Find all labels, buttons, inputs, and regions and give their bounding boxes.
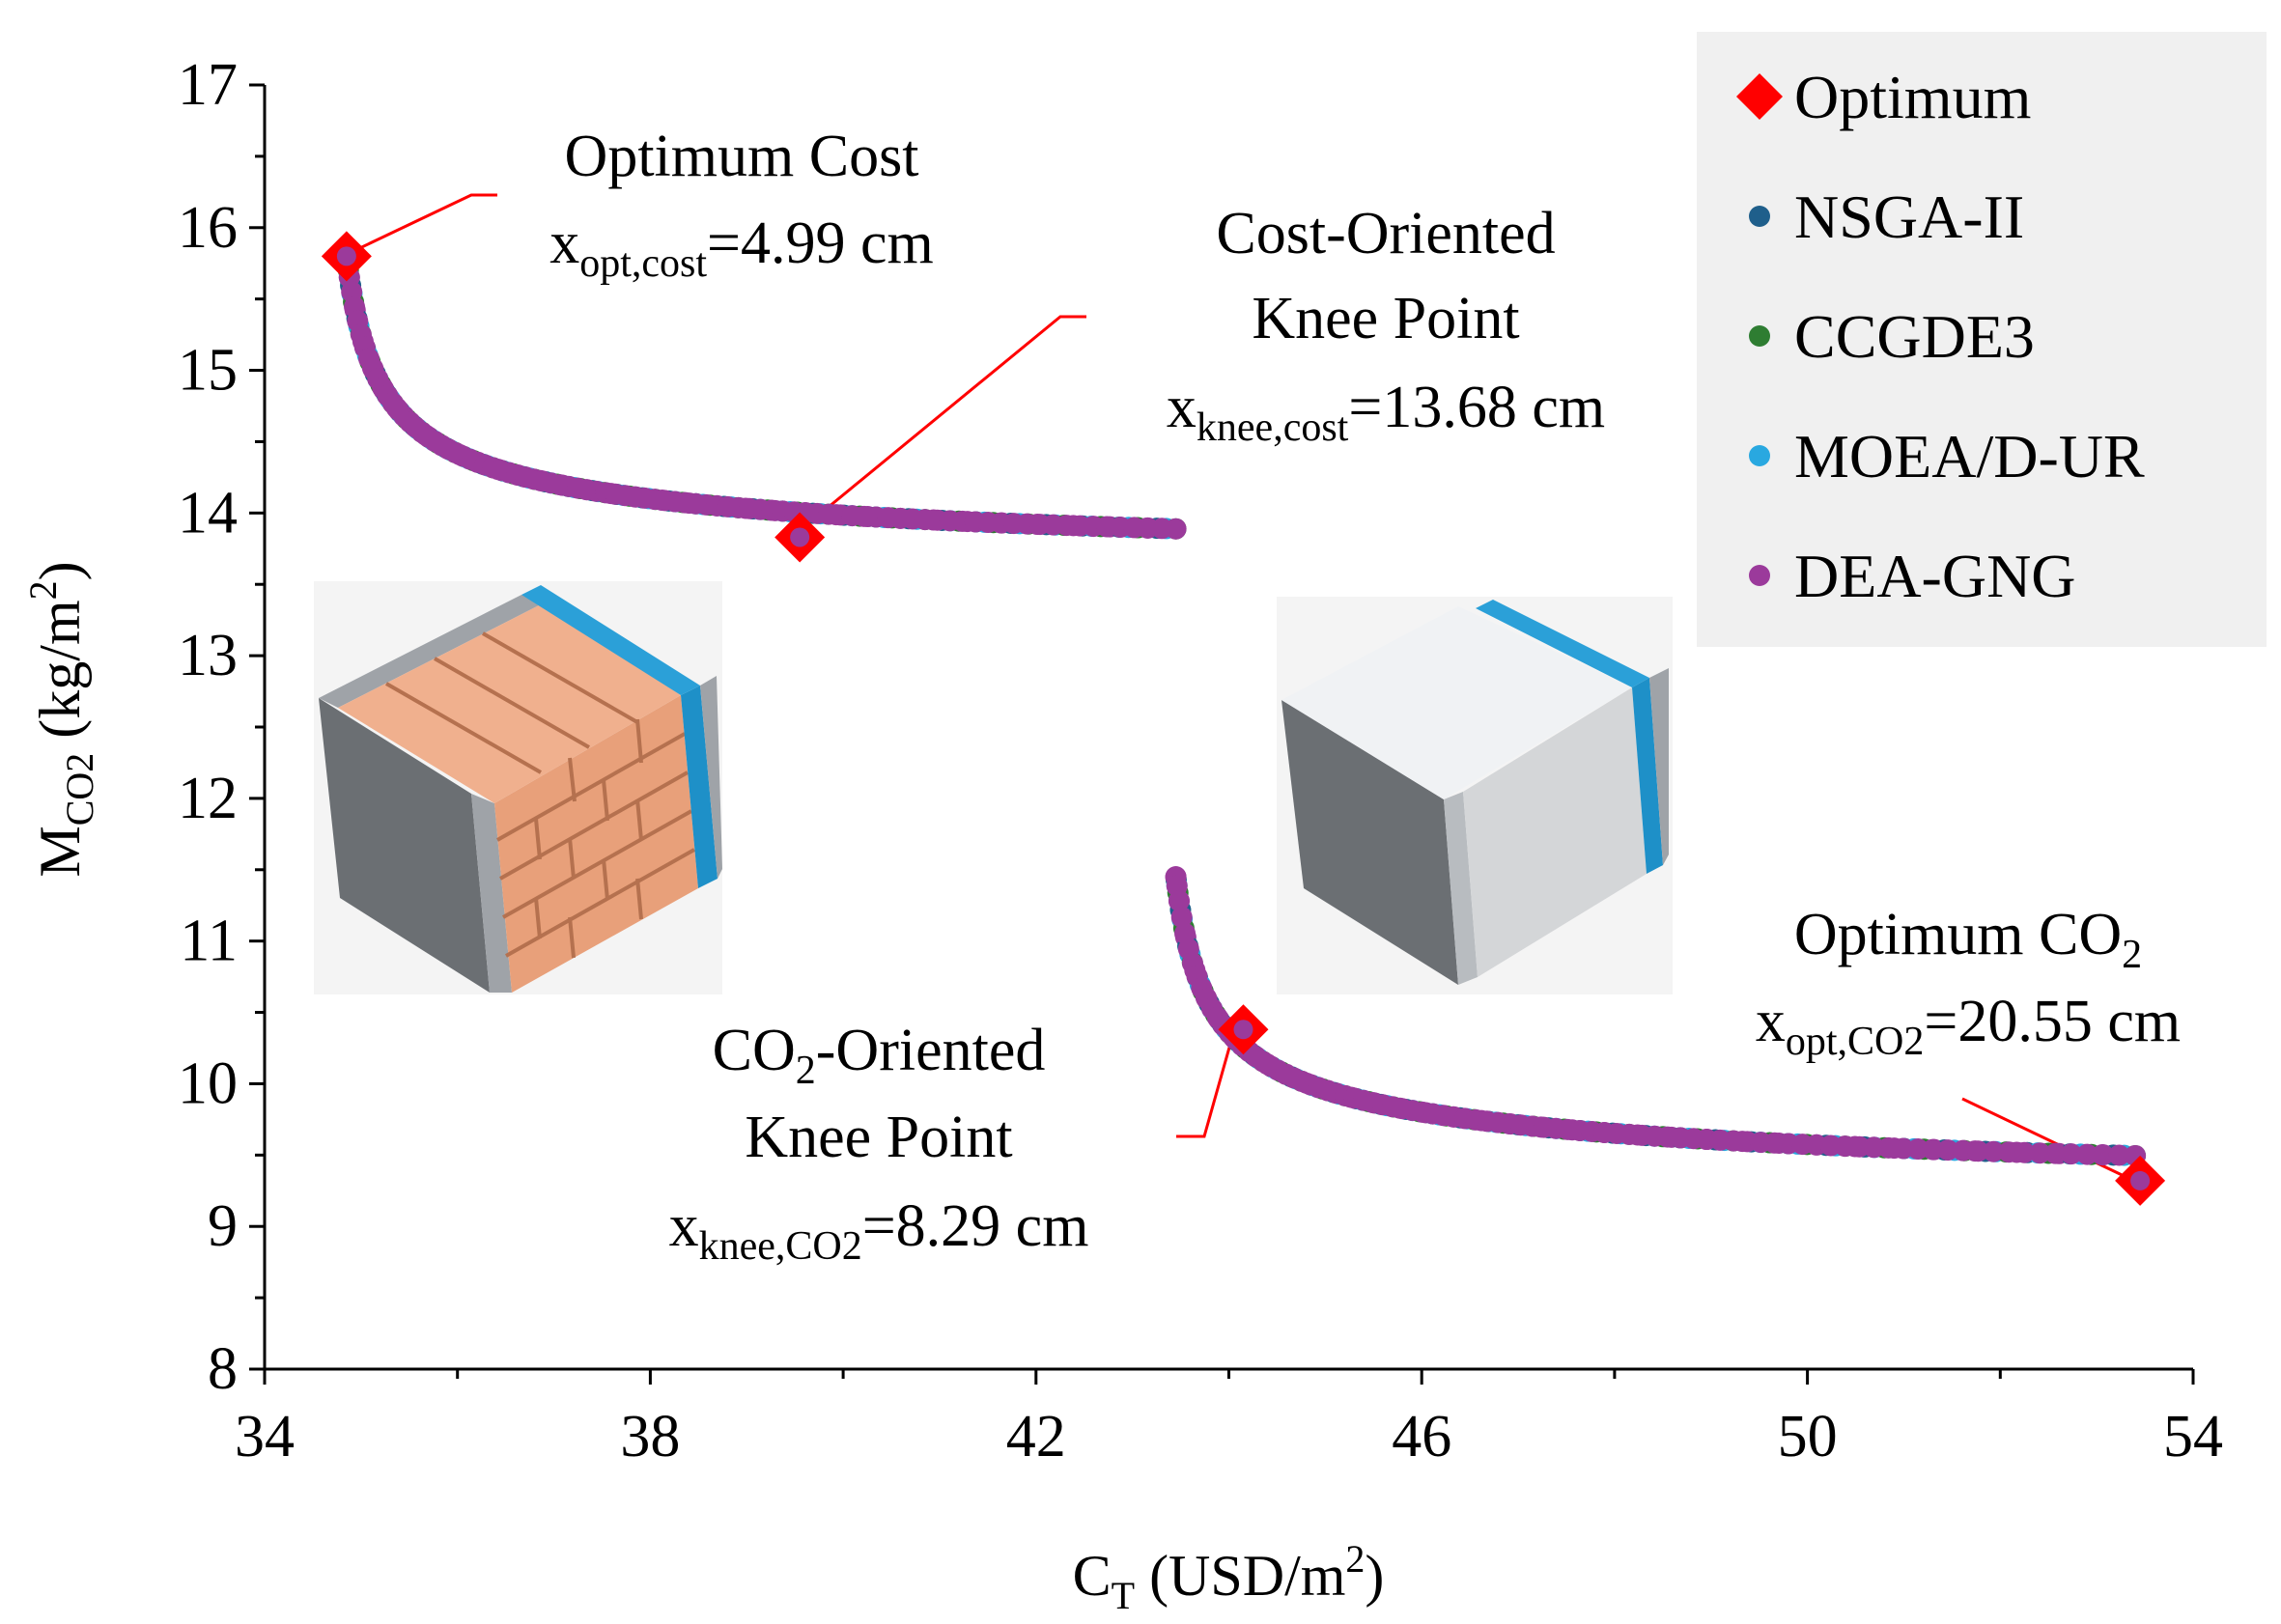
y-tick-label: 14	[178, 480, 238, 546]
leader-line-knee-cost	[801, 315, 1086, 531]
annotation-knee-co2-title: CO2-Oriented	[713, 1018, 1046, 1093]
annotation-opt-cost-value: xopt,cost=4.99 cm	[549, 210, 934, 286]
x-tick-label: 54	[2163, 1404, 2223, 1470]
legend-label: CCGDE3	[1794, 302, 2035, 371]
brick-layer-face	[494, 695, 698, 993]
annotation-opt-co2-value: xopt,CO2=20.55 cm	[1756, 989, 2181, 1064]
brick-wall-insulation	[681, 686, 718, 888]
leader-lines	[349, 193, 2137, 1184]
dea-gng-point	[1170, 906, 1193, 928]
annotation-knee-co2-subtitle: Knee Point	[745, 1105, 1012, 1170]
legend: Optimum NSGA-II CCGDE3 MOEA/D-UR DEA-GNG	[1697, 32, 2267, 647]
annotation-knee-cost-value: xknee,cost=13.68 cm	[1167, 375, 1605, 450]
y-tick-label: 17	[178, 52, 238, 118]
optimum-center-point	[336, 246, 356, 266]
legend-label: MOEA/D-UR	[1794, 422, 2145, 490]
x-tick-label: 38	[620, 1404, 680, 1470]
panel-wall-insulation-top	[1476, 600, 1649, 687]
annotation-opt-co2-title: Optimum CO2	[1794, 902, 2142, 977]
dea-gng-point	[1922, 1138, 1944, 1161]
ticks	[249, 83, 2195, 1385]
brick-wall-insulation-top	[521, 585, 700, 695]
brick-wall-outer-edge	[700, 676, 722, 879]
optimum-center-point	[2130, 1170, 2151, 1190]
optimum-center-point	[1233, 1020, 1253, 1040]
y-tick-label: 16	[178, 195, 238, 261]
legend-marker-optimum	[1736, 73, 1783, 120]
panel-wall-outer-edge	[1649, 668, 1669, 865]
panel-wall-insulation	[1632, 678, 1663, 874]
panel-wall-illustration	[1277, 597, 1673, 994]
y-tick-label: 15	[178, 338, 238, 404]
dea-gng-point	[2044, 1142, 2067, 1164]
dea-gng-point	[2092, 1144, 2114, 1166]
dea-gng-point	[2060, 1143, 2082, 1165]
x-tick-label: 34	[235, 1404, 295, 1470]
optimum-center-point	[790, 527, 810, 547]
leader-line-opt-co2	[1961, 1097, 2137, 1184]
y-tick-label: 9	[208, 1193, 238, 1259]
legend-marker	[1749, 325, 1770, 347]
panel-wall-inner-edge	[1444, 792, 1478, 985]
x-axis-title: CT (USD/m2)	[1073, 1537, 1385, 1617]
y-tick-label: 10	[178, 1050, 238, 1116]
brick-joints	[385, 631, 695, 959]
brick-layer-top	[338, 604, 681, 803]
tick-labels: 34 38 42 46 50 54 8 9 10 11 12 13 14 15 16 17	[178, 52, 2223, 1470]
y-tick-label: 13	[178, 623, 238, 688]
dea-gng-point	[2013, 1141, 2036, 1163]
leader-line-knee-co2	[1176, 1022, 1238, 1138]
legend-marker	[1749, 445, 1770, 466]
annotation-knee-cost-title: Cost-Oriented	[1216, 201, 1555, 266]
brick-wall-illustration	[314, 581, 722, 994]
legend-marker	[1749, 206, 1770, 227]
dea-gng-point	[1168, 889, 1190, 911]
dea-gng-point	[2076, 1143, 2098, 1165]
dea-gng-point	[1937, 1139, 1959, 1162]
dea-gng-point	[1952, 1139, 1974, 1162]
panel-wall-top	[1281, 606, 1632, 799]
dea-gng-point	[1967, 1140, 1989, 1162]
dea-gng-point	[1983, 1140, 2005, 1162]
y-axis-title: MCO2 (kg/m2)	[21, 561, 101, 877]
legend-label: DEA-GNG	[1794, 542, 2076, 610]
annotation-knee-cost-subtitle: Knee Point	[1252, 286, 1519, 351]
brick-wall-inner-edge	[471, 794, 512, 993]
annotation-opt-cost-title: Optimum Cost	[565, 124, 919, 189]
optimum-markers	[321, 231, 2166, 1206]
x-tick-label: 46	[1392, 1404, 1451, 1470]
dea-gng-point	[2029, 1142, 2051, 1164]
brick-wall-inner-leaf	[319, 698, 490, 993]
brick-wall-inner-top	[319, 595, 541, 708]
annotation-knee-co2-value: xknee,CO2=8.29 cm	[669, 1193, 1089, 1269]
y-tick-label: 8	[208, 1336, 238, 1402]
legend-box	[1697, 32, 2267, 647]
dea-gng-point	[1998, 1141, 2020, 1163]
x-tick-label: 50	[1778, 1404, 1838, 1470]
dea-gng-point	[2108, 1144, 2130, 1166]
annotations: Optimum Cost xopt,cost=4.99 cm Cost-Orie…	[549, 124, 2181, 1269]
dea-gng-point	[1165, 518, 1187, 540]
panel-wall-face	[1463, 687, 1647, 977]
legend-label: NSGA-II	[1794, 182, 2024, 251]
y-tick-label: 11	[180, 909, 238, 974]
legend-marker	[1749, 565, 1770, 586]
dea-gng-point	[1907, 1138, 1929, 1161]
y-tick-label: 12	[178, 766, 238, 831]
leader-line-opt-cost	[349, 193, 497, 255]
panel-wall-inner-leaf	[1281, 700, 1458, 985]
legend-items: Optimum NSGA-II CCGDE3 MOEA/D-UR DEA-GNG	[1736, 63, 2145, 610]
legend-label: Optimum	[1794, 63, 2031, 131]
x-tick-label: 42	[1006, 1404, 1066, 1470]
